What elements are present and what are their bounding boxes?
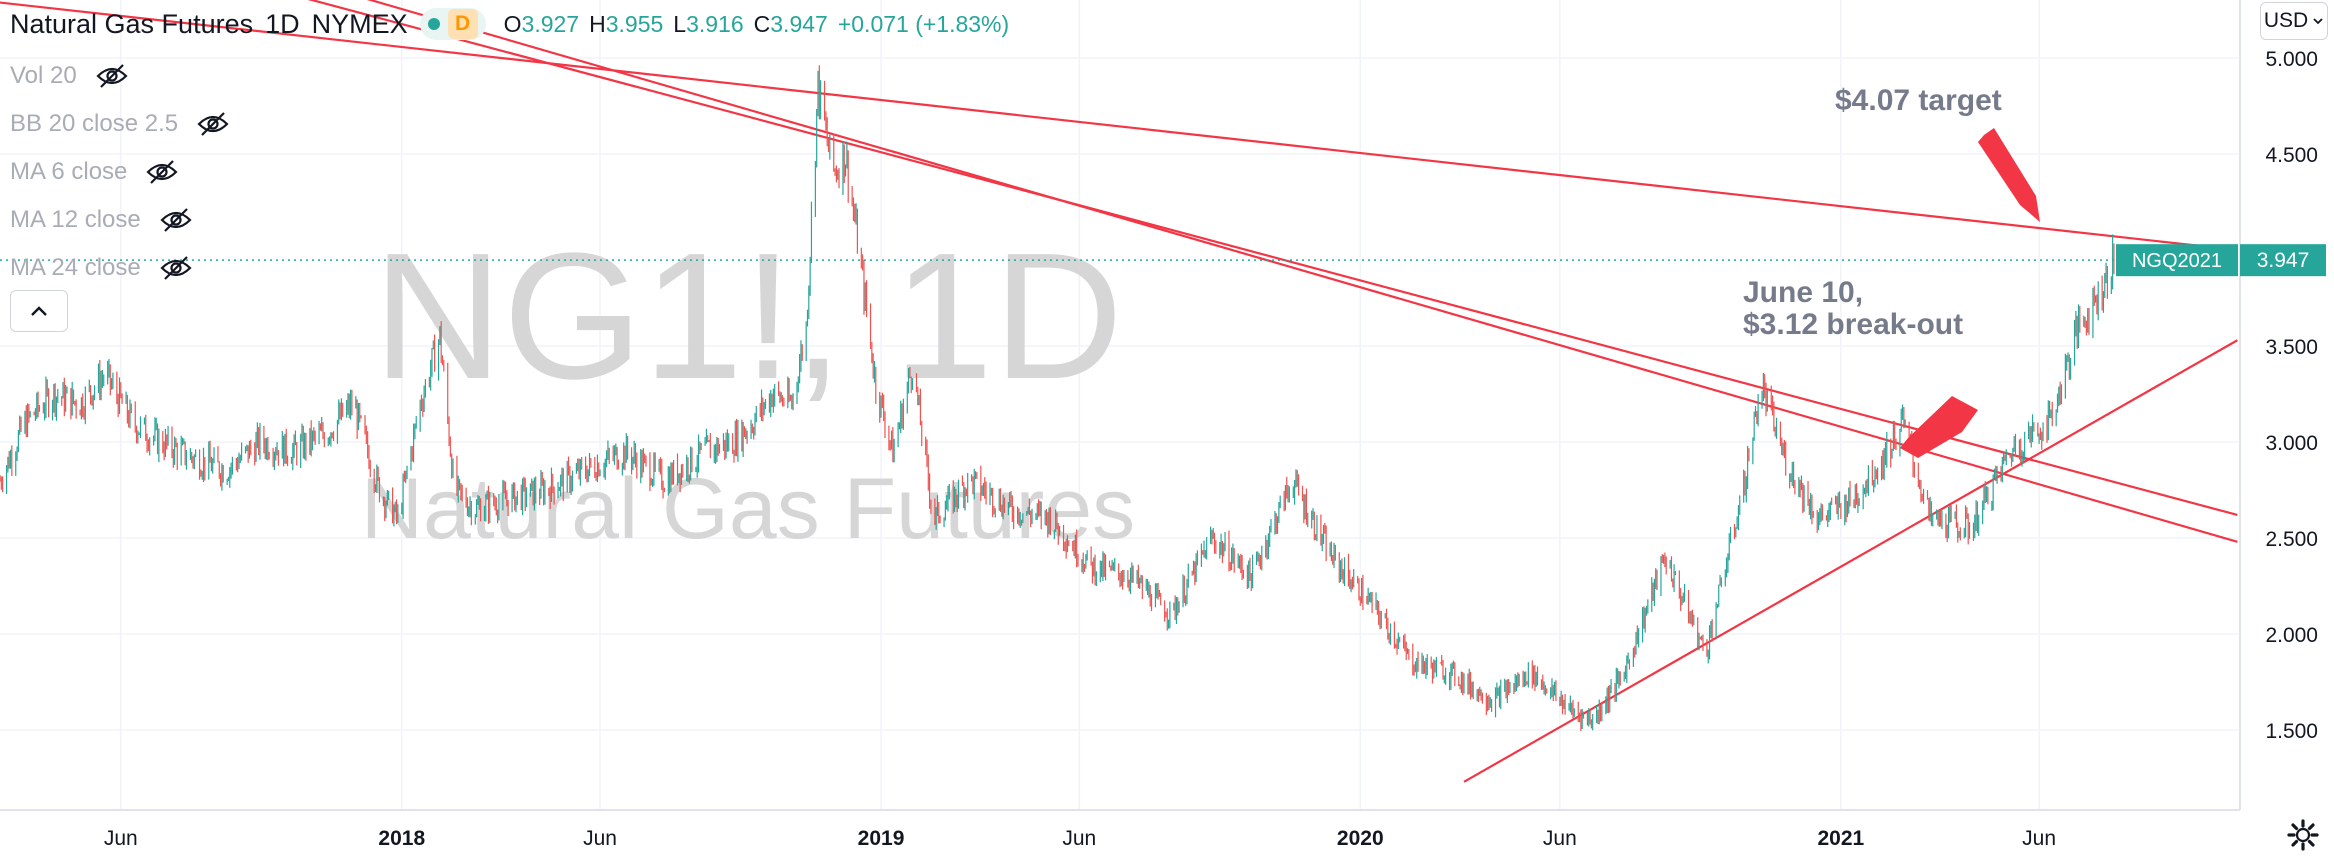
- trendline[interactable]: [0, 0, 2238, 252]
- collapse-legend-button[interactable]: [10, 290, 68, 332]
- last-price-label: NGQ2021 3.947: [2116, 244, 2326, 277]
- breakout-annotation-line1: June 10,: [1743, 276, 1863, 309]
- time-axis[interactable]: Jun 2018 Jun 2019 Jun 2020 Jun 2021 Jun: [104, 827, 2056, 850]
- indicator-legend: Vol 20 BB 20 close 2.5 MA 6 close MA 12 …: [10, 52, 230, 292]
- chevron-down-icon: [2313, 18, 2323, 25]
- low-value: L3.916: [673, 10, 744, 37]
- indicator-ma24[interactable]: MA 24 close: [10, 244, 230, 292]
- watermark-symbol: NG1!, 1D: [373, 216, 1123, 417]
- hidden-eye-icon[interactable]: [159, 207, 193, 233]
- indicator-vol[interactable]: Vol 20: [10, 52, 230, 100]
- price-tick-label: 4.500: [2265, 144, 2318, 167]
- price-tick-label: 2.500: [2265, 528, 2318, 551]
- hidden-eye-icon[interactable]: [95, 63, 129, 89]
- market-open-dot-icon: [427, 18, 440, 30]
- last-price-symbol-box: [2116, 244, 2238, 277]
- time-tick-label: Jun: [1062, 827, 1096, 850]
- price-tick-label: 2.000: [2265, 624, 2318, 647]
- time-tick-label: Jun: [2022, 827, 2056, 850]
- indicator-bb[interactable]: BB 20 close 2.5: [10, 100, 230, 148]
- last-price-value: 3.947: [2257, 249, 2310, 272]
- target-annotation[interactable]: $4.07 target: [1835, 84, 2040, 222]
- gear-icon[interactable]: [2286, 818, 2320, 852]
- open-label: O: [503, 10, 522, 37]
- hidden-eye-icon[interactable]: [145, 159, 179, 185]
- change-value: +0.071 (+1.83%): [837, 10, 1010, 37]
- symbol-legend[interactable]: Natural Gas Futures 1D NYMEX D O3.927 H3…: [10, 6, 1009, 42]
- close-value: C3.947: [753, 10, 828, 37]
- price-tick-label: 3.000: [2265, 432, 2318, 455]
- breakout-annotation-line2: $3.12 break-out: [1743, 308, 1963, 341]
- low-label: L: [673, 10, 687, 37]
- breakout-arrow-icon: [1900, 396, 1978, 458]
- time-tick-label: 2020: [1337, 827, 1384, 850]
- symbol-name[interactable]: Natural Gas Futures: [10, 8, 254, 39]
- price-tick-label: 3.500: [2265, 336, 2318, 359]
- time-tick-label: 2019: [858, 827, 905, 850]
- target-annotation-text: $4.07 target: [1835, 84, 2002, 117]
- target-arrow-icon: [1978, 128, 2040, 222]
- price-tick-label: 1.500: [2265, 720, 2318, 743]
- time-tick-label: Jun: [1543, 827, 1577, 850]
- chart-grid: [0, 0, 2240, 810]
- close-label: C: [753, 10, 771, 37]
- last-price-value-box: [2240, 244, 2326, 277]
- price-series: [0, 65, 2115, 732]
- open-value: O3.927: [503, 10, 580, 37]
- time-tick-label: 2018: [378, 827, 425, 850]
- indicator-ma6[interactable]: MA 6 close: [10, 148, 230, 196]
- currency-selector[interactable]: USD: [2260, 2, 2328, 40]
- trendline[interactable]: [1463, 339, 2238, 783]
- price-tick-label: 5.000: [2265, 48, 2318, 71]
- high-label: H: [589, 10, 606, 37]
- market-status-pill[interactable]: D: [419, 8, 486, 40]
- chevron-up-icon: [31, 306, 47, 316]
- high-value: H3.955: [589, 10, 664, 37]
- time-tick-label: 2021: [1817, 827, 1864, 850]
- time-tick-label: Jun: [104, 827, 138, 850]
- ohlc-values: O3.927 H3.955 L3.916 C3.947 +0.071 (+1.8…: [504, 11, 1010, 38]
- time-tick-label: Jun: [583, 827, 617, 850]
- currency-label: USD: [2263, 9, 2309, 32]
- status-badge: D: [447, 9, 478, 39]
- exchange-label: NYMEX: [311, 8, 408, 39]
- interval-label[interactable]: 1D: [265, 8, 300, 39]
- price-axis[interactable]: 5.000 4.500 3.500 3.000 2.500 2.000 1.500: [2265, 48, 2318, 743]
- indicator-ma12[interactable]: MA 12 close: [10, 196, 230, 244]
- breakout-annotation[interactable]: June 10, $3.12 break-out: [1743, 276, 1978, 458]
- hidden-eye-icon[interactable]: [159, 255, 193, 281]
- hidden-eye-icon[interactable]: [196, 111, 230, 137]
- last-price-symbol: NGQ2021: [2132, 250, 2222, 272]
